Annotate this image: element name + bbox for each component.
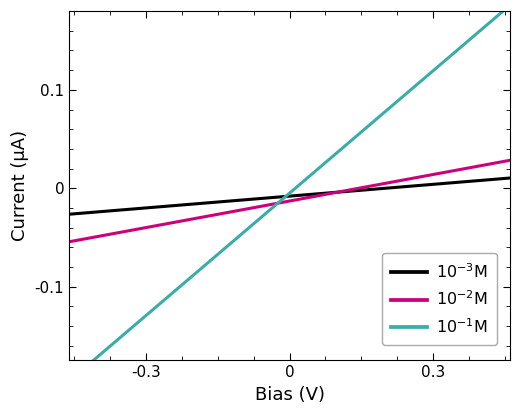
Y-axis label: Current (μA): Current (μA) <box>11 130 29 242</box>
Legend: $10^{-3}$M, $10^{-2}$M, $10^{-1}$M: $10^{-3}$M, $10^{-2}$M, $10^{-1}$M <box>382 253 498 346</box>
X-axis label: Bias (V): Bias (V) <box>255 386 325 404</box>
